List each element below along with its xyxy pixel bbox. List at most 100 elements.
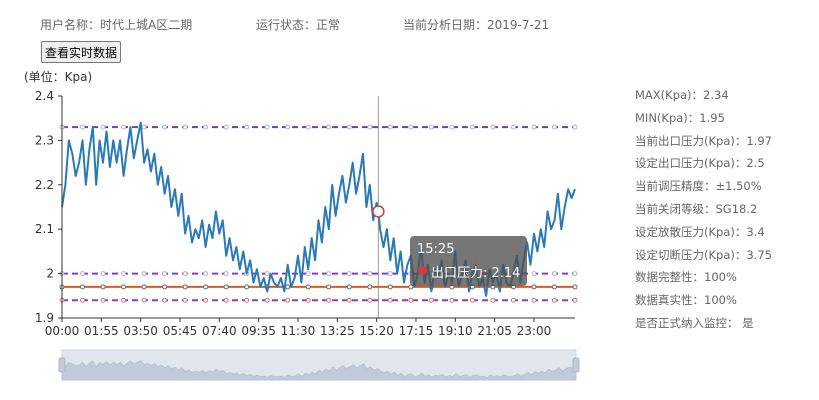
reference-marker [387,284,393,290]
reference-marker [162,284,168,290]
reference-marker [223,124,229,130]
reference-marker [367,124,373,130]
reference-marker [367,271,373,277]
reference-marker [203,284,209,290]
reference-marker [346,297,352,303]
side-stat-7: 设定切断压力(Kpa)：3.75 [635,247,772,262]
x-tick-label: 15:20 [359,324,394,338]
reference-marker [490,297,496,303]
reference-marker [551,271,557,277]
y-tick-label: 2.2 [35,178,54,192]
zoom-handle[interactable] [572,357,580,373]
reference-marker [387,271,393,277]
hover-point [372,205,385,218]
reference-marker [428,297,434,303]
reference-marker [162,124,168,130]
reference-marker [326,124,332,130]
reference-marker [141,124,147,130]
reference-marker [551,284,557,290]
reference-marker [182,124,188,130]
y-tick-label: 2.3 [35,133,54,147]
reference-marker [510,124,516,130]
y-tick-label: 2 [46,267,54,281]
reference-marker [387,124,393,130]
unit-label: (单位：Kpa) [24,70,93,84]
reference-marker [182,271,188,277]
reference-marker [551,297,557,303]
reference-marker [121,124,127,130]
x-tick-label: 09:35 [241,324,276,338]
view-realtime-data-button[interactable]: 查看实时数据 [41,41,122,63]
x-tick-label: 17:15 [399,324,434,338]
reference-marker [162,271,168,277]
side-stat-8: 数据完整性：100% [635,270,737,285]
chart-axes: 1.9 2 2.1 2.2 2.3 2.4 00:00 01:55 03:50 05:45 07:4… [35,89,575,338]
x-tick-label: 13:25 [320,324,355,338]
reference-marker [408,124,414,130]
reference-marker [100,284,106,290]
side-stat-4: 当前调压精度：±1.50% [635,179,762,194]
x-tick-label: 19:10 [438,324,473,338]
reference-marker [346,271,352,277]
x-tick-label: 21:05 [477,324,512,338]
reference-marker [449,124,455,130]
reference-marker [223,271,229,277]
side-stat-5: 当前关闭等级：SG18.2 [635,201,758,216]
reference-marker [326,284,332,290]
y-tick-label: 1.9 [35,311,54,325]
reference-marker [367,297,373,303]
reference-marker [326,297,332,303]
tooltip-series-value: 出口压力: 2.14 [431,266,521,281]
user-name-label: 用户名称：时代上城A区二期 [40,18,193,32]
reference-marker [100,297,106,303]
reference-marker [346,284,352,290]
reference-marker [531,271,537,277]
reference-marker [203,271,209,277]
reference-marker [305,124,311,130]
reference-marker [531,124,537,130]
reference-marker [428,124,434,130]
analysis-date-label: 当前分析日期：2019-7-21 [403,18,550,32]
reference-marker [203,124,209,130]
reference-marker [346,124,352,130]
reference-marker [80,284,86,290]
reference-marker [182,284,188,290]
x-tick-label: 23:00 [517,324,552,338]
reference-marker [326,271,332,277]
run-status-label: 运行状态：正常 [256,18,341,32]
reference-marker [572,284,578,290]
x-tick-label: 03:50 [123,324,158,338]
reference-marker [367,284,373,290]
reference-marker [244,297,250,303]
reference-marker [264,297,270,303]
x-tick-label: 07:40 [202,324,237,338]
reference-marker [490,124,496,130]
side-stat-2: 当前出口压力(Kpa)：1.97 [635,133,772,148]
x-tick-label: 00:00 [45,324,80,338]
reference-marker [305,271,311,277]
reference-marker [100,124,106,130]
reference-marker [285,124,291,130]
reference-marker [469,124,475,130]
data-zoom-slider[interactable] [58,349,580,381]
reference-marker [285,284,291,290]
reference-marker [141,271,147,277]
reference-marker [510,297,516,303]
side-stat-6: 设定放散压力(Kpa)：3.4 [635,224,765,239]
reference-marker [121,297,127,303]
reference-marker [469,297,475,303]
zoom-handle[interactable] [58,357,66,373]
reference-marker [387,297,393,303]
reference-marker [285,297,291,303]
reference-marker [572,271,578,277]
side-stat-3: 设定出口压力(Kpa)：2.5 [635,156,765,171]
reference-marker [141,297,147,303]
reference-marker [182,297,188,303]
x-tick-label: 05:45 [163,324,198,338]
reference-marker [244,124,250,130]
reference-marker [141,284,147,290]
x-tick-label: 11:30 [281,324,316,338]
reference-marker [572,124,578,130]
chart-tooltip: 15:25 出口压力: 2.14 [410,236,527,286]
